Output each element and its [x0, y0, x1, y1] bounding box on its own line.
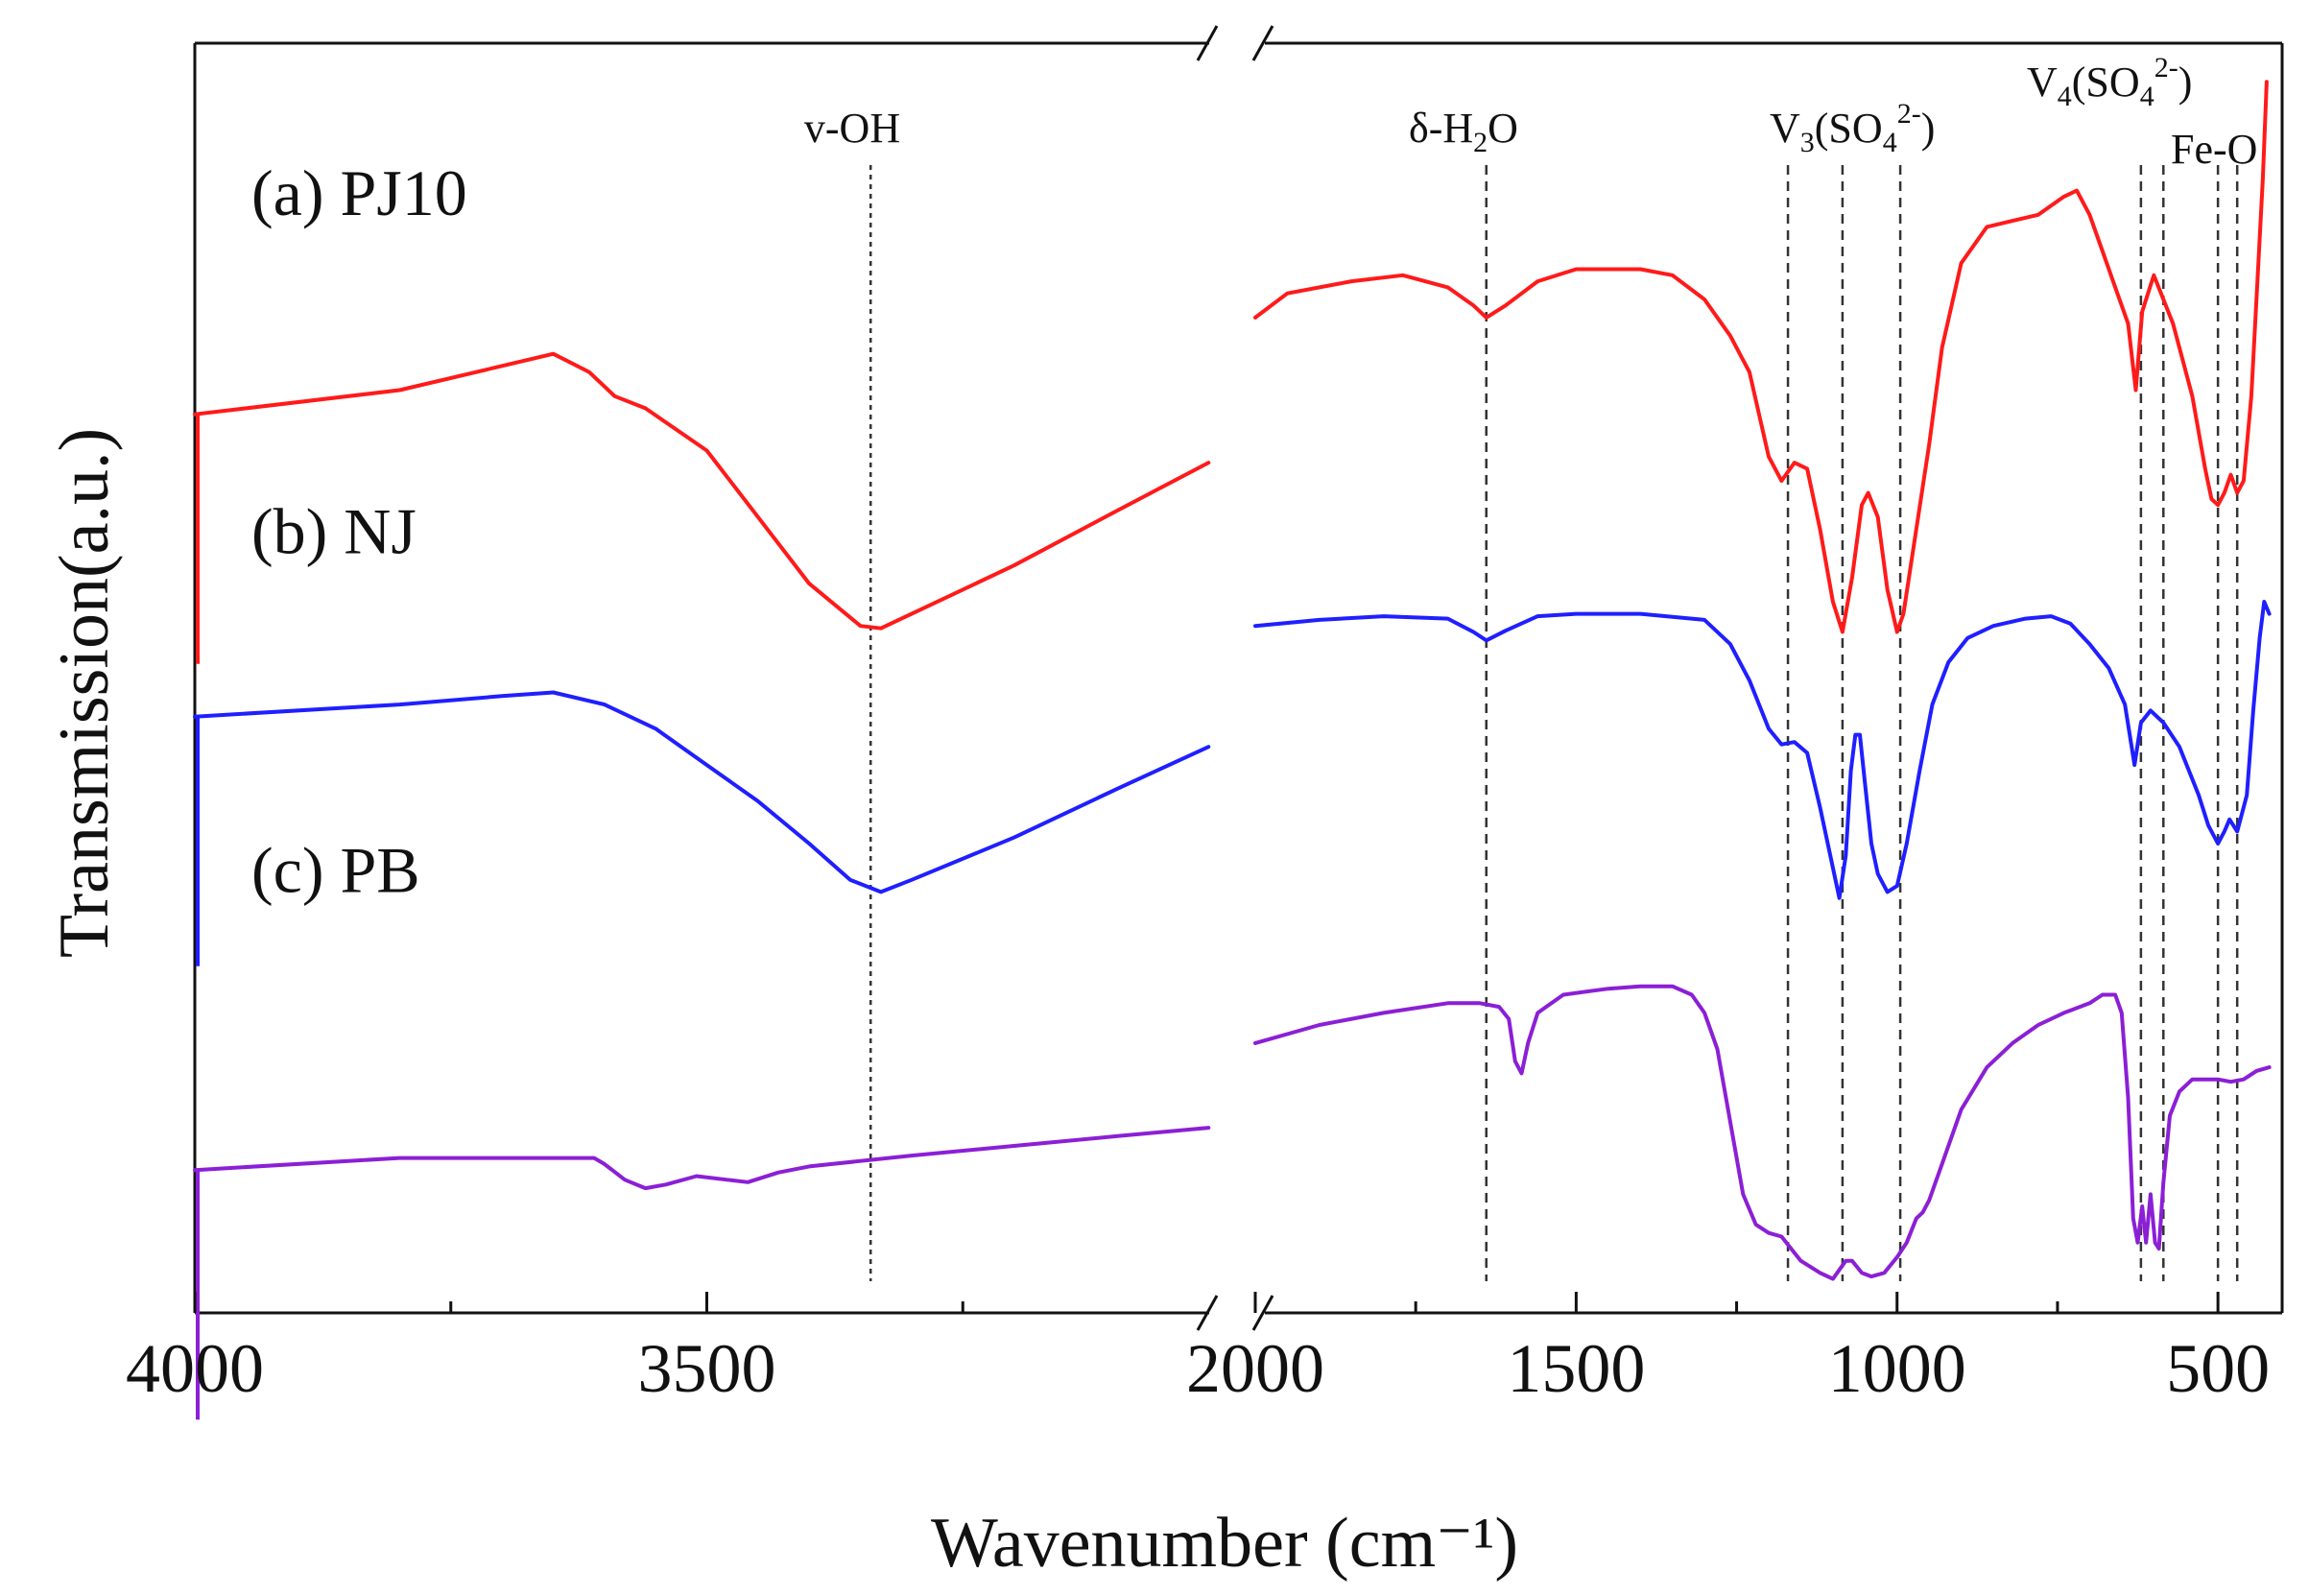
series-line-pj10-right: [1253, 80, 2269, 634]
annotation-v4-sub2: 4: [2140, 81, 2154, 112]
annotation-delta-h2o-sub: 2: [1473, 127, 1488, 158]
series-label-pj10: (a) PJ10: [251, 156, 467, 229]
annotation-v4-tail: ): [2178, 59, 2193, 106]
series-line-pj10-left: [193, 351, 1211, 631]
annotation-delta-h2o-main: δ-H: [1409, 105, 1473, 152]
annotation-v3-so4: V3(SO42-): [1770, 98, 1935, 158]
series-line-pb-right: [1253, 984, 2272, 1281]
series-group: [193, 80, 2272, 1420]
x-tick-label: 3500: [638, 1330, 776, 1407]
series-line-pb-left: [193, 1126, 1211, 1191]
annotation-v4-mid: (SO: [2072, 59, 2140, 106]
axis-break-mark: [1251, 25, 1274, 61]
x-tick-label: 1000: [1828, 1330, 1966, 1407]
band-lines: [869, 165, 2239, 1281]
annotation-v4-sup: 2-: [2154, 52, 2178, 83]
axis-break-mark: [1196, 25, 1219, 61]
annotation-v3-sub2: 4: [1883, 127, 1897, 158]
series-label-nj: (b) NJ: [251, 495, 417, 568]
plot-frame: [193, 25, 2284, 1331]
annotation-v4-so4: V4(SO42-): [2027, 52, 2192, 112]
annotation-v3-sup: 2-: [1897, 98, 1921, 130]
x-tick-label: 4000: [126, 1330, 264, 1407]
annotation-v-oh: v-OH: [804, 105, 900, 152]
annotation-v4-main: V: [2027, 59, 2058, 106]
annotation-delta-h2o: δ-H2O: [1409, 105, 1518, 158]
annotation-v3-sub: 3: [1800, 127, 1815, 158]
x-tick-label: 2000: [1186, 1330, 1324, 1407]
x-tick-label: 1500: [1507, 1330, 1645, 1407]
annotation-v3-tail: ): [1921, 105, 1936, 152]
annotation-delta-h2o-tail: O: [1488, 105, 1518, 152]
x-tick-label: 500: [2166, 1330, 2270, 1407]
axis-break-mark: [1251, 1295, 1274, 1331]
series-line-nj-right: [1253, 600, 2272, 900]
annotation-v4-sub: 4: [2058, 81, 2072, 112]
annotation-fe-o: Fe-O: [2171, 126, 2257, 173]
annotation-v3-main: V: [1770, 105, 1800, 152]
axis-break-mark: [1196, 1295, 1219, 1331]
axis-ticks: 4000 3500 2000 1500 1000 500: [126, 1292, 2270, 1407]
series-label-pb: (c) PB: [251, 833, 420, 906]
y-axis-title: Transmission(a.u.): [45, 428, 124, 958]
series-labels: (a) PJ10 (b) NJ (c) PB: [251, 156, 467, 907]
annotation-v3-mid: (SO: [1815, 105, 1883, 152]
x-axis-title: Wavenumber (cm⁻¹): [931, 1504, 1518, 1583]
series-line-nj-left: [193, 690, 1211, 894]
